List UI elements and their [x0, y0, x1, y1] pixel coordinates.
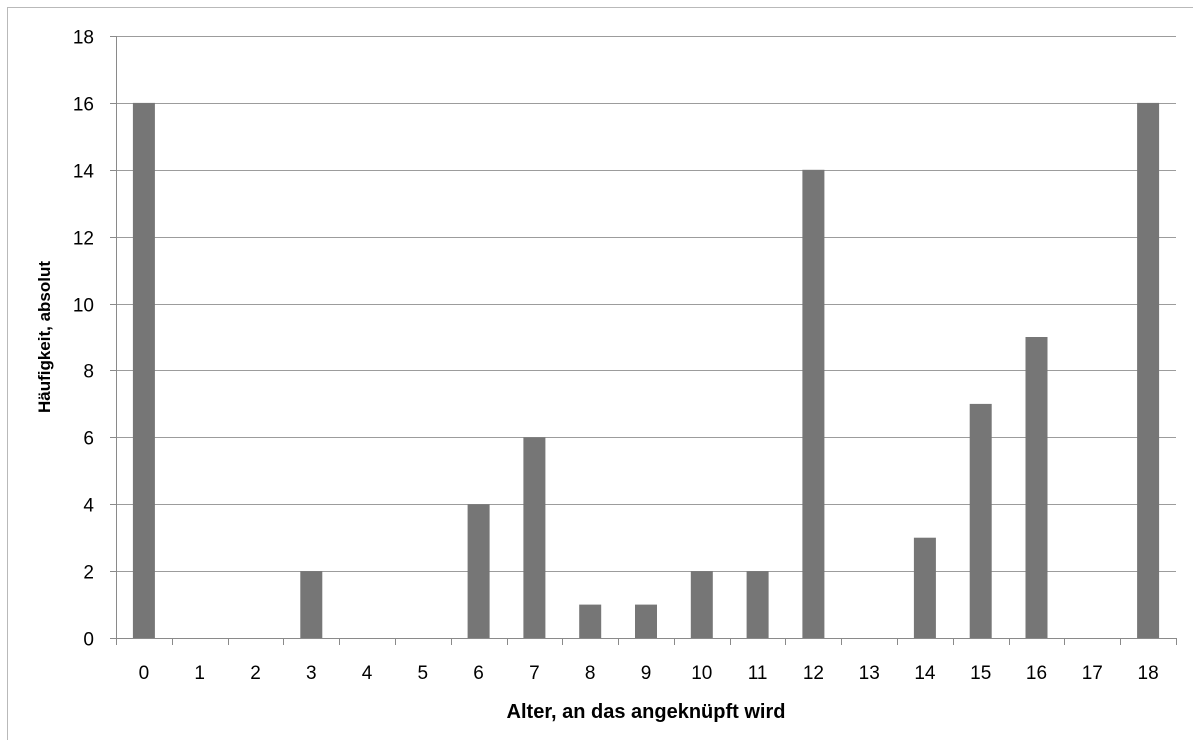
y-tick-label: 0 — [83, 630, 94, 651]
bar-12 — [802, 169, 825, 639]
bar-11 — [746, 571, 769, 638]
x-tick-label: 18 — [1138, 663, 1159, 684]
y-tick-label: 6 — [83, 429, 94, 450]
y-tick-label: 10 — [73, 296, 94, 317]
x-tick-label: 6 — [473, 663, 484, 684]
x-axis-title: Alter, an das angeknüpft wird — [507, 701, 786, 723]
bar-6 — [467, 504, 490, 638]
y-tick-label: 18 — [73, 28, 94, 49]
x-tick-label: 17 — [1082, 663, 1103, 684]
x-tick-label: 15 — [970, 663, 991, 684]
x-tick-label: 11 — [748, 663, 768, 684]
y-tick-label: 16 — [73, 95, 94, 116]
x-tick-label: 9 — [641, 663, 652, 684]
gridlines — [116, 36, 1176, 572]
y-tick-labels: 0 2 4 6 8 10 12 14 16 18 — [73, 28, 95, 651]
x-tick-label: 16 — [1026, 663, 1047, 684]
x-tick-label: 13 — [859, 663, 880, 684]
x-tick-label: 12 — [803, 663, 824, 684]
x-tick-label: 8 — [585, 663, 596, 684]
x-tick-label: 2 — [250, 663, 261, 684]
x-tick-label: 7 — [529, 663, 540, 684]
bar-18 — [1137, 102, 1160, 638]
bar-9 — [635, 604, 657, 638]
bar-14 — [913, 537, 936, 638]
bar-3 — [300, 571, 323, 638]
bars — [132, 102, 1160, 639]
bar-7 — [523, 437, 546, 638]
y-tick-label: 8 — [83, 362, 94, 383]
x-tick-label: 0 — [139, 663, 150, 684]
x-tick-label: 4 — [362, 663, 373, 684]
y-tick-label: 2 — [83, 563, 94, 584]
y-tick-label: 12 — [73, 229, 94, 250]
bar-15 — [969, 403, 992, 638]
x-tick-label: 14 — [914, 663, 936, 684]
bar-16 — [1025, 337, 1048, 638]
x-tick-label: 5 — [418, 663, 429, 684]
x-tick-label: 10 — [691, 663, 712, 684]
bar-8 — [579, 604, 602, 638]
y-tick-label: 14 — [73, 162, 95, 183]
bar-10 — [690, 571, 713, 638]
y-axis-title: Häufigkeit, absolut — [35, 261, 54, 413]
bar-0 — [132, 102, 155, 638]
axes — [110, 36, 1177, 645]
x-tick-label: 3 — [306, 663, 317, 684]
y-tick-label: 4 — [83, 496, 94, 517]
x-tick-label: 1 — [194, 663, 205, 684]
chart-frame — [7, 7, 1193, 740]
x-tick-labels: 0 1 2 3 4 5 6 7 8 9 10 11 12 13 14 15 16 17 18 — [139, 663, 1159, 684]
